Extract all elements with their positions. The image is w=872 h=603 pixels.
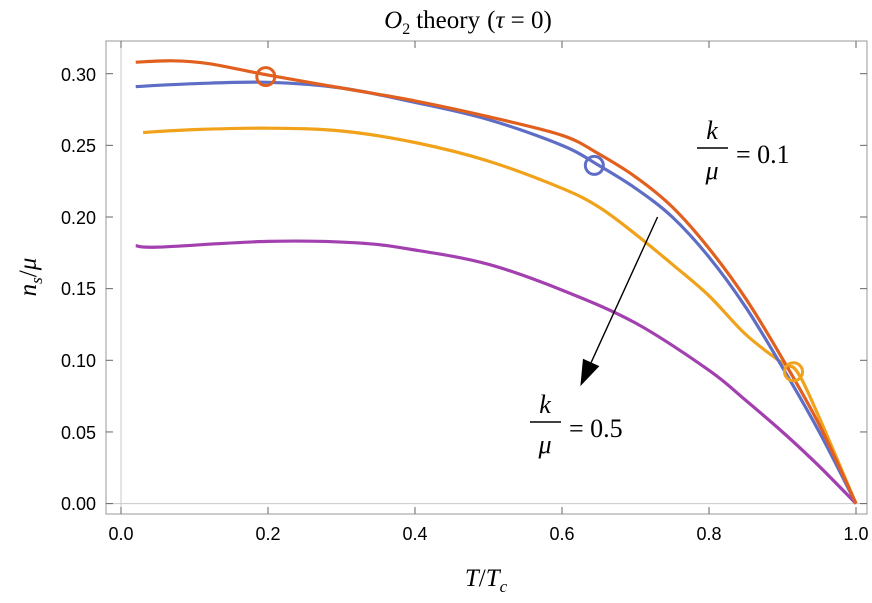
x-tick-label: 1.0 [843, 524, 868, 544]
annotation-numerator: k [539, 390, 551, 419]
y-tick-label: 0.25 [61, 136, 96, 156]
series-line-2 [135, 80, 858, 505]
x-tick-labels: 0.0 0.2 0.4 0.6 0.8 1.0 [108, 524, 868, 544]
plot-frame [105, 40, 868, 515]
y-tick-label: 0.20 [61, 208, 96, 228]
x-tick-label: 0.6 [549, 524, 574, 544]
annotation-value: = 0.1 [736, 140, 790, 169]
annotation-k-0.1: k μ = 0.1 [697, 116, 790, 185]
x-tick-label: 0.2 [255, 524, 280, 544]
series-marker-1 [255, 66, 277, 88]
y-tick-label: 0.30 [61, 65, 96, 85]
series-line-3 [143, 126, 858, 505]
annotation-value: = 0.5 [569, 414, 623, 443]
x-tick-label: 0.0 [108, 524, 133, 544]
x-tick-label: 0.4 [402, 524, 427, 544]
series-line-4 [135, 239, 858, 505]
arrow-shaft [590, 216, 659, 363]
y-tick-label: 0.15 [61, 279, 96, 299]
arrow-head [580, 358, 600, 387]
annotation-numerator: k [706, 116, 718, 145]
y-tick-label: 0.10 [61, 351, 96, 371]
y-tick-labels: 0.00 0.05 0.10 0.15 0.20 0.25 0.30 [61, 65, 96, 514]
y-tick-label: 0.05 [61, 423, 96, 443]
y-axis-label: ns/μ [15, 258, 46, 297]
series-marker-3 [783, 361, 805, 383]
chart-title: O2 theory (τ = 0) [384, 7, 552, 38]
annotation-denominator: μ [537, 430, 551, 459]
y-tick-label: 0.00 [61, 494, 96, 514]
series-line-1 [135, 59, 858, 505]
x-axis-label: T/Tc [465, 565, 508, 596]
axis-ticks [106, 41, 867, 514]
x-tick-label: 0.8 [696, 524, 721, 544]
annotation-k-0.5: k μ = 0.5 [530, 390, 623, 459]
annotation-denominator: μ [704, 156, 718, 185]
series-marker-2 [583, 154, 605, 176]
